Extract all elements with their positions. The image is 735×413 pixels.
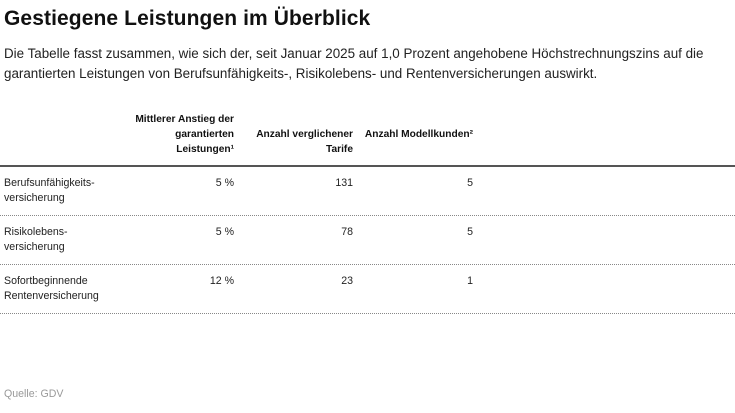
cell-kunden: 5 [467, 226, 473, 238]
page-title: Gestiegene Leistungen im Überblick [4, 7, 371, 30]
cell-anstieg: 5 % [215, 177, 234, 189]
row-divider [0, 264, 735, 265]
cell-tarife: 131 [335, 177, 353, 189]
column-header-kunden: Anzahl Modellkunden² [364, 129, 473, 140]
cell-tarife: 23 [341, 275, 353, 287]
row-label-berufsunfaehigkeit: Berufsunfähigkeits-versicherung [4, 177, 95, 204]
column-header-anstieg: Mittlerer Anstieg der garantierten Leist… [135, 114, 234, 155]
cell-kunden: 5 [467, 177, 473, 189]
column-header-tarife: Anzahl verglichener Tarife [256, 129, 353, 155]
row-label-rentenversicherung: Sofortbeginnende Rentenversicherung [4, 275, 99, 302]
cell-anstieg: 5 % [215, 226, 234, 238]
row-label-risikolebens: Risikolebens-versicherung [4, 226, 68, 253]
page-subtitle: Die Tabelle fasst zusammen, wie sich der… [4, 46, 704, 81]
header-divider [0, 165, 735, 167]
row-divider [0, 215, 735, 216]
cell-kunden: 1 [467, 275, 473, 287]
source-note: Quelle: GDV [4, 388, 64, 400]
cell-anstieg: 12 % [209, 275, 234, 287]
row-divider [0, 313, 735, 314]
cell-tarife: 78 [341, 226, 353, 238]
